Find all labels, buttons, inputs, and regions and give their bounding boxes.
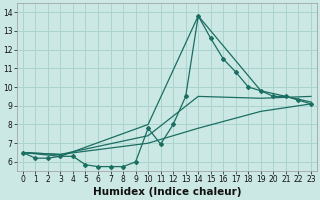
X-axis label: Humidex (Indice chaleur): Humidex (Indice chaleur) — [93, 187, 241, 197]
